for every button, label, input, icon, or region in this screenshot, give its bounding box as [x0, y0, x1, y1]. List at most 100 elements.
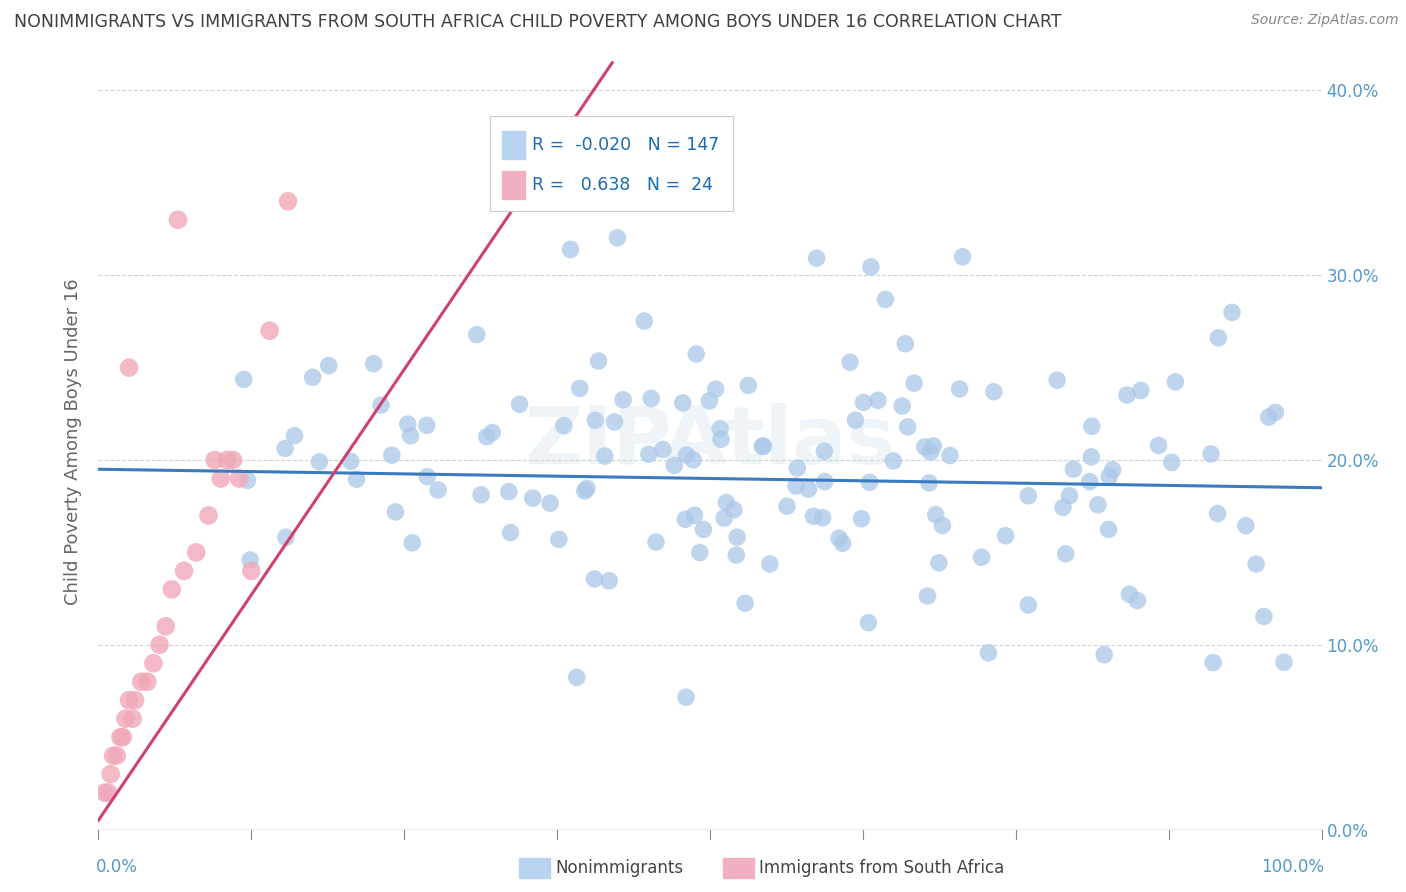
Point — [399, 429, 422, 443]
Point — [118, 360, 141, 375]
Point — [710, 432, 733, 446]
Point — [1078, 475, 1101, 489]
Point — [776, 500, 799, 514]
Point — [136, 674, 159, 689]
Point — [806, 251, 828, 265]
Point — [952, 250, 974, 264]
Text: Immigrants from South Africa: Immigrants from South Africa — [759, 859, 1004, 877]
Point — [124, 693, 146, 707]
Point — [994, 529, 1017, 543]
Point — [1234, 518, 1257, 533]
Point — [716, 495, 738, 509]
Point — [675, 690, 697, 705]
Point — [149, 638, 172, 652]
Point — [522, 491, 544, 505]
Point — [401, 536, 423, 550]
Point — [983, 384, 1005, 399]
Point — [928, 556, 950, 570]
Point — [704, 382, 727, 396]
Point — [811, 510, 834, 524]
Point — [346, 472, 368, 486]
Point — [565, 670, 588, 684]
Point — [384, 505, 406, 519]
Point — [1101, 463, 1123, 477]
Point — [1126, 593, 1149, 607]
Point — [673, 512, 696, 526]
Point — [583, 572, 606, 586]
Point — [713, 511, 735, 525]
Point — [903, 376, 925, 391]
Point — [1220, 305, 1243, 319]
Point — [509, 397, 531, 411]
Point — [1253, 609, 1275, 624]
Point — [977, 646, 1000, 660]
Point — [1206, 507, 1229, 521]
Point — [100, 767, 122, 781]
Point — [672, 396, 695, 410]
Point — [737, 378, 759, 392]
Point — [155, 619, 177, 633]
Text: NONIMMIGRANTS VS IMMIGRANTS FROM SOUTH AFRICA CHILD POVERTY AMONG BOYS UNDER 16 : NONIMMIGRANTS VS IMMIGRANTS FROM SOUTH A… — [14, 13, 1062, 31]
Point — [111, 730, 134, 744]
Point — [1202, 656, 1225, 670]
Point — [427, 483, 450, 497]
Point — [284, 428, 307, 442]
Text: 0.0%: 0.0% — [96, 858, 138, 876]
Point — [785, 479, 807, 493]
Point — [1087, 498, 1109, 512]
Point — [259, 324, 281, 338]
Point — [925, 508, 948, 522]
Text: Source: ZipAtlas.com: Source: ZipAtlas.com — [1251, 13, 1399, 28]
Point — [318, 359, 340, 373]
Point — [160, 582, 183, 597]
Point — [588, 354, 610, 368]
Point — [1092, 648, 1115, 662]
Point — [1118, 587, 1140, 601]
Point — [723, 503, 745, 517]
Point — [363, 357, 385, 371]
Point — [1164, 375, 1187, 389]
Point — [786, 461, 808, 475]
Point — [1160, 455, 1182, 469]
Point — [114, 712, 136, 726]
Point — [1062, 462, 1084, 476]
Point — [277, 194, 299, 209]
Point — [568, 381, 591, 395]
Point — [918, 475, 941, 490]
Point — [465, 327, 488, 342]
Point — [215, 453, 238, 467]
Point — [553, 418, 575, 433]
Point — [1052, 500, 1074, 515]
Point — [381, 448, 404, 462]
Point — [222, 453, 245, 467]
Point — [274, 530, 297, 544]
Point — [186, 545, 208, 559]
Point — [470, 488, 492, 502]
Point — [560, 243, 582, 257]
Point — [1098, 469, 1121, 483]
Point — [612, 392, 634, 407]
Point — [858, 615, 880, 630]
Text: 100.0%: 100.0% — [1261, 858, 1324, 876]
Point — [917, 589, 939, 603]
Point — [499, 525, 522, 540]
Point — [1080, 419, 1102, 434]
Point — [1080, 450, 1102, 464]
Point — [416, 469, 439, 483]
Point — [1257, 410, 1279, 425]
Point — [828, 531, 851, 545]
Point — [920, 445, 942, 459]
Text: ZIPAtlas: ZIPAtlas — [524, 402, 896, 481]
Point — [858, 475, 880, 490]
Point — [232, 372, 254, 386]
Point — [1017, 598, 1039, 612]
Point — [603, 415, 626, 429]
Point — [209, 471, 232, 485]
Point — [598, 574, 620, 588]
Text: Nonimmigrants: Nonimmigrants — [555, 859, 683, 877]
Point — [814, 475, 837, 489]
Point — [129, 674, 152, 689]
Text: R =   0.638   N =  24: R = 0.638 N = 24 — [531, 176, 713, 194]
Point — [204, 453, 226, 467]
Point — [1046, 373, 1069, 387]
